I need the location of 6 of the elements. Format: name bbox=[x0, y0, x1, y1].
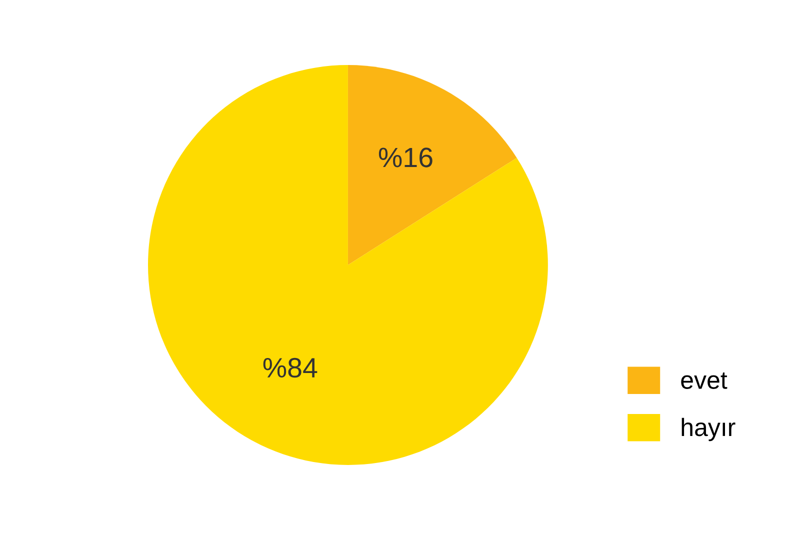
pie-slice bbox=[348, 65, 517, 266]
data-label: %84 bbox=[263, 358, 318, 378]
pie-slice bbox=[148, 65, 548, 465]
data-label: %16 bbox=[378, 148, 432, 168]
legend-label: evet bbox=[681, 372, 728, 389]
legend-label: hayır bbox=[682, 418, 736, 442]
